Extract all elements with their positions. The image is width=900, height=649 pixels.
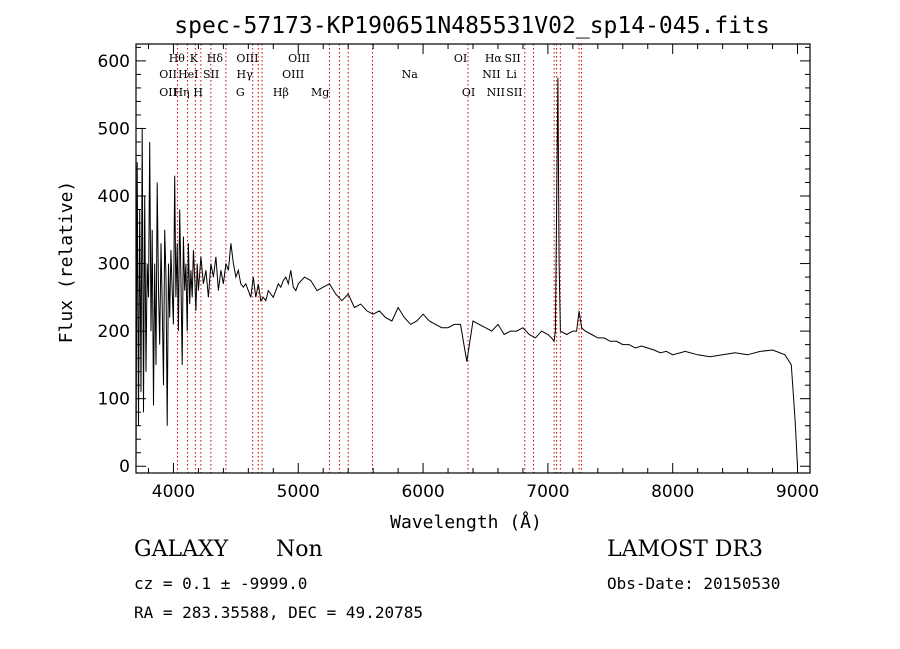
- x-tick-label: 9000: [776, 482, 819, 502]
- spectral-line-label: Li: [506, 68, 517, 81]
- y-tick-label: 200: [98, 322, 130, 342]
- y-tick-label: 500: [98, 119, 130, 139]
- spectral-line-label: G: [236, 86, 245, 99]
- spectral-line-label: SII: [504, 52, 520, 65]
- chart-title: spec-57173-KP190651N485531V02_sp14-045.f…: [174, 13, 769, 39]
- spectral-line-label: HeI: [178, 68, 198, 81]
- spectral-line-label: OIII: [236, 52, 258, 65]
- spectral-line-label: H: [193, 86, 203, 99]
- y-tick-label: 0: [119, 457, 130, 477]
- plot-frame: [135, 43, 811, 474]
- spectral-line-labels: OII OII Hθ Hη HeI K H Hδ SII OIII Hγ G Hβ OIII OIII Mg N…: [159, 52, 522, 99]
- y-tick-label: 300: [98, 255, 130, 275]
- object-class: GALAXY: [134, 537, 229, 562]
- x-axis-label: Wavelength (Å): [390, 511, 542, 533]
- spectral-line-label: Hβ: [273, 86, 289, 99]
- survey-label: LAMOST DR3: [607, 537, 763, 562]
- y-tick-label: 600: [98, 52, 130, 72]
- spectral-line-markers: [177, 44, 583, 473]
- y-tick-label: 100: [98, 390, 130, 410]
- y-axis-label: Flux (relative): [56, 181, 77, 344]
- spectrum-series-line: [135, 77, 798, 467]
- spectral-line-label: Hη: [173, 86, 189, 99]
- spectral-line-label: SII: [203, 68, 219, 81]
- axis-ticks: 4000 5000 6000 7000 8000 9000 0 100 200 300 400 500…: [98, 44, 819, 502]
- x-tick-label: 6000: [401, 482, 444, 502]
- x-tick-label: 8000: [651, 482, 694, 502]
- coordinates: RA = 283.35588, DEC = 49.20785: [134, 603, 423, 622]
- spectral-line-label: NII: [487, 86, 505, 99]
- spectral-line-label: Na: [402, 68, 419, 81]
- spectral-line-label: SII: [506, 86, 522, 99]
- spectral-line-label: OI: [462, 86, 475, 99]
- x-tick-label: 7000: [526, 482, 569, 502]
- y-tick-label: 400: [98, 187, 130, 207]
- x-tick-label: 4000: [152, 482, 195, 502]
- spectral-line-label: Hα: [485, 52, 503, 65]
- spectral-line-label: K: [190, 52, 199, 65]
- spectral-line-label: OIII: [282, 68, 304, 81]
- spectral-line-label: OII: [159, 86, 177, 99]
- object-subclass: Non: [276, 537, 323, 562]
- spectral-line-label: Mg: [311, 86, 329, 99]
- redshift-line: cz = 0.1 ± -9999.0: [134, 574, 308, 593]
- spectral-line-label: OII: [159, 68, 177, 81]
- x-tick-label: 5000: [277, 482, 320, 502]
- spectral-line-label: Hδ: [207, 52, 224, 65]
- spectral-line-label: Hγ: [237, 68, 254, 81]
- spectral-line-label: OIII: [288, 52, 310, 65]
- spectral-line-label: NII: [482, 68, 500, 81]
- spectral-line-label: OI: [454, 52, 467, 65]
- obs-date: Obs-Date: 20150530: [607, 574, 781, 593]
- spectral-line-label: Hθ: [169, 52, 186, 65]
